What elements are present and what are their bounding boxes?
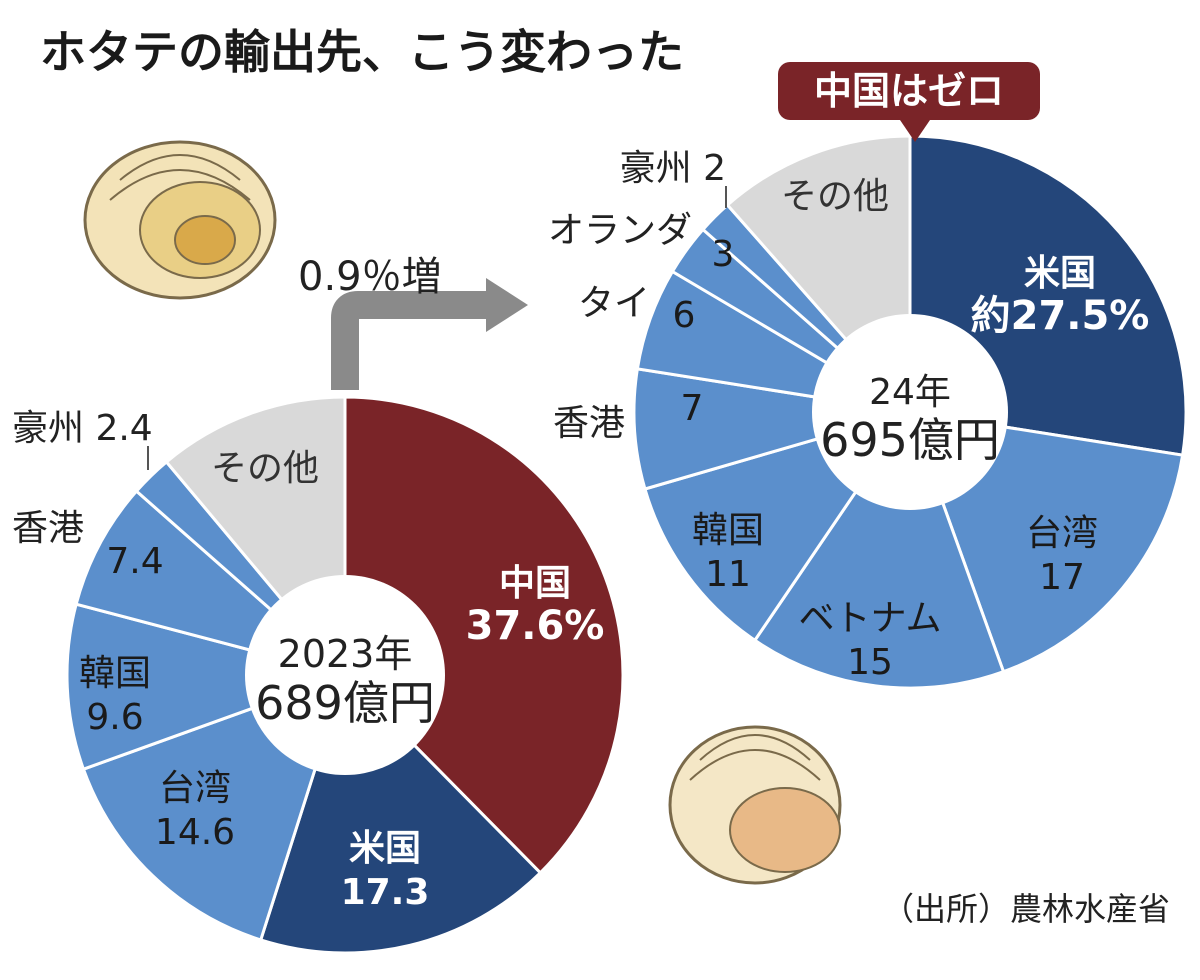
source-note: （出所）農林水産省 [882,890,1170,928]
slice-label-taiwan-0: 台湾 [159,768,231,809]
outer-label-thailand: タイ [578,283,650,324]
scallop-illustration-bottom [668,725,842,885]
pie-slice-vietnam [752,408,1006,690]
pie-slice-korea [65,602,351,772]
slice-label-korea-1: 9.6 [86,697,143,738]
slice-label-thailand-0: 6 [673,295,696,336]
outer-label-australia: 豪州 2.4 [12,408,153,449]
slice-label-hongkong-0: 7.4 [106,541,163,582]
scallop-illustration-top [83,140,277,300]
slice-label-hongkong-0: 7 [681,388,704,429]
pie-center-label-line-0: 2023年 [278,632,413,676]
pie-center-label-line-0: 24年 [869,372,951,413]
slice-label-sonota-0: その他 [211,448,319,489]
slice-label-usa-0: 米国 [349,828,421,869]
pie-slice-china [343,395,625,875]
slice-label-china-0: 中国 [499,563,571,604]
pie-center-hole [812,314,1008,510]
slice-label-netherlands-0: 3 [712,234,735,275]
slice-label-korea-1: 11 [705,554,751,595]
outer-label-hongkong: 香港 [12,508,84,549]
slice-label-usa-1: 約27.5% [971,293,1150,339]
slice-label-usa-0: 米国 [1024,253,1096,294]
outer-label-hongkong: 香港 [553,403,625,444]
slice-label-taiwan-0: 台湾 [1026,513,1098,554]
slice-label-taiwan-1: 17 [1039,557,1085,598]
change-arrow [331,278,528,390]
change-label: 0.9％増 [298,254,442,300]
slice-label-taiwan-1: 14.6 [155,812,235,853]
pie-center-hole [245,575,445,775]
pie-slice-hongkong [632,367,911,491]
slice-label-vietnam-1: 15 [847,642,893,683]
outer-label-australia: 豪州 2 [620,148,726,189]
slice-label-korea-0: 韓国 [692,510,764,551]
callout-china-zero: 中国はゼロ [778,62,1040,142]
callout-text: 中国はゼロ [814,69,1004,113]
slice-label-china-1: 37.6% [466,603,605,649]
pie-center-label-line-1: 689億円 [255,676,435,730]
slice-label-korea-0: 韓国 [79,653,151,694]
outer-label-netherlands: オランダ [548,210,692,251]
slice-label-vietnam-0: ベトナム [799,598,942,639]
chart-title: ホタテの輸出先、こう変わった [40,25,684,79]
pie-center-label-line-1: 695億円 [820,413,1000,467]
slice-label-sonota-0: その他 [781,176,889,217]
slice-label-usa-1: 17.3 [341,872,430,913]
